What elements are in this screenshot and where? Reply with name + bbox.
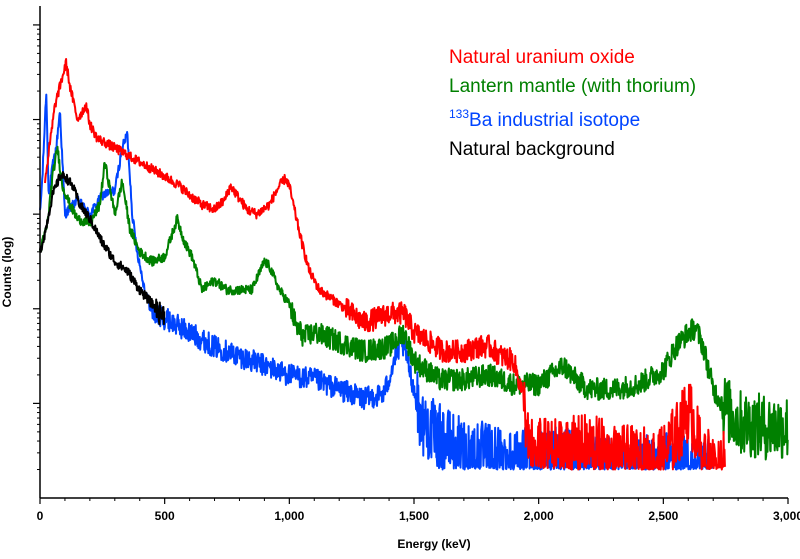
legend-item-thorium: Lantern mantle (with thorium) <box>449 76 696 97</box>
x-tick-label: 3,000 <box>773 509 800 523</box>
legend-barium-superscript: 133 <box>449 107 469 121</box>
legend-item-background: Natural background <box>449 139 615 160</box>
x-tick-label: 1,500 <box>399 509 429 523</box>
x-tick-label: 2,000 <box>524 509 554 523</box>
legend-item-barium: 133Ba industrial isotope <box>449 107 640 131</box>
y-axis-ticks <box>33 24 40 471</box>
x-tick-label: 0 <box>37 509 44 523</box>
x-axis-ticks: 0 500 1,000 1,500 2,000 2,500 3,000 <box>37 498 800 523</box>
x-tick-label: 500 <box>155 509 175 523</box>
series-natural-background-line <box>39 171 166 326</box>
y-axis-title: Counts (log) <box>0 237 14 308</box>
legend-item-uranium: Natural uranium oxide <box>449 47 635 68</box>
series-lantern-mantle-with-thorium-line <box>39 145 789 461</box>
x-tick-label: 1,000 <box>274 509 304 523</box>
series-natural-uranium-oxide-line <box>44 58 727 471</box>
x-tick-label: 2,500 <box>648 509 678 523</box>
series-layer <box>39 58 789 471</box>
legend: Natural uranium oxide Lantern mantle (wi… <box>449 47 696 160</box>
x-axis-title: Energy (keV) <box>397 537 470 551</box>
legend-barium-label: Ba industrial isotope <box>469 110 640 131</box>
